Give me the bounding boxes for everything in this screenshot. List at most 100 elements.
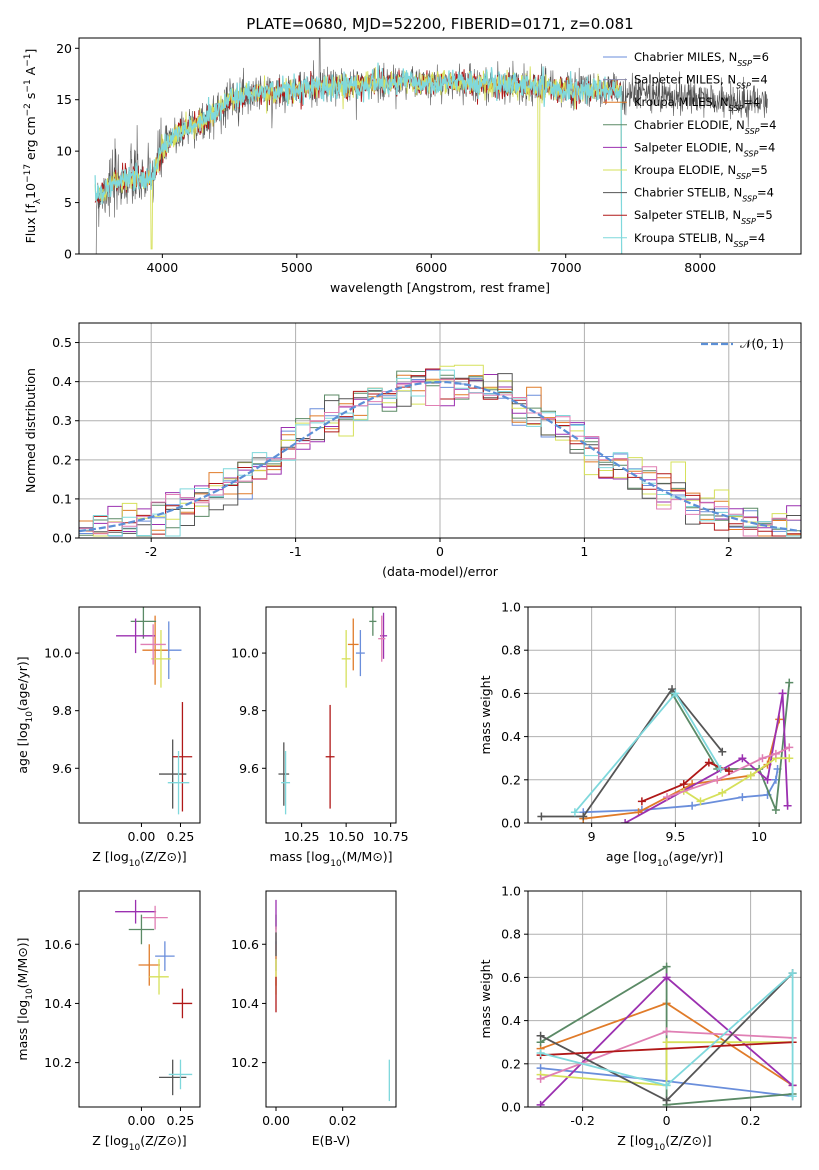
label-text: mass weight [478,959,493,1038]
weight-point-marker [662,1081,671,1090]
residual-histogram-panel: -2 -1 0 1 2 0.0 0.1 0.2 0.3 0.4 0.5 (data-model)/er… [23,322,802,579]
legend-tail: =4 [743,95,760,109]
legend-text: Chabrier ELODIE, N [634,118,745,132]
data-point [130,607,157,639]
y-tick-label: 9.6 [52,761,72,776]
histogram-step-series [79,373,801,537]
plot-area [536,962,797,1107]
legend-label: Chabrier MILES, NSSP=6 [634,50,769,68]
x-axis-label: wavelength [Angstrom, rest frame] [330,280,550,295]
x-tick-label: 2 [725,544,733,559]
data-point [155,941,175,971]
weight-point-marker [662,1038,671,1047]
model-spectrum-line [94,62,623,254]
y-tick-label: 9.8 [239,703,259,718]
weight-point-marker [785,754,794,763]
figure-title: PLATE=0680, MJD=52200, FIBERID=0171, z=0… [246,15,633,33]
weight-point-marker [788,969,797,978]
label-text: (M/M⊙)] [342,849,393,864]
data-point [378,615,386,662]
x-tick-label: -2 [145,544,157,559]
log-text: log [638,849,657,864]
plot-area [275,899,390,1102]
x-tick-label: 8000 [684,260,716,275]
data-point [142,615,168,685]
weight-point-marker [536,1100,545,1107]
label-part: s [23,93,38,104]
legend-tail: =4 [751,73,768,87]
data-point [159,739,187,809]
mass-weight-vs-metallicity-panel: -0.2 0 0.2 0.0 0.2 0.4 0.6 0.8 1.0 Z [log10(Z/Z⊙)… [478,884,802,1153]
y-tick-label: 0.4 [501,1013,521,1028]
weight-point-marker [537,812,546,821]
legend-label: Kroupa MILES, NSSP=4 [634,95,760,113]
y-tick-label: 9.8 [52,703,72,718]
y-tick-label: 10.0 [44,646,72,661]
legend-text: Salpeter STELIB, N [634,208,741,222]
x-axis-label: Z [log10(Z/Z⊙)] [617,1133,711,1153]
label-text: Z [ [617,1133,634,1148]
weight-point-marker [536,1049,545,1057]
weight-series-line [540,1041,793,1057]
x-tick-label: 9.5 [665,829,685,844]
label-text: Z [ [92,849,109,864]
y-tick-label: 10.6 [44,937,72,952]
legend-tail: =4 [758,140,775,154]
data-point [168,1059,193,1090]
spectrum-panel: 4000 5000 6000 7000 8000 0 5 10 15 20 wavelength [… [23,37,802,295]
y-tick-label: 0.2 [52,452,72,467]
weight-point-marker [662,973,671,982]
weight-series-line [583,719,781,820]
x-tick-label: 5000 [281,260,313,275]
age-vs-metallicity-panel: 0.00 0.259.69.810.0Z [log10(Z/Z⊙)]age [lo… [15,606,201,869]
label-part: −2 [23,103,33,116]
legend-label: Salpeter STELIB, NSSP=5 [634,208,773,226]
age-vs-mass-panel: 10.25 10.50 10.75 9.6 9.8 10.0 mass [log10(M/M… [231,606,409,869]
legend-tail: =6 [752,50,769,64]
y-tick-label: 10.4 [44,996,72,1011]
x-tick-label: 0.00 [128,1113,156,1128]
x-axis-label: age [log10(age/yr)] [606,849,723,869]
legend-tail: =5 [756,208,773,222]
x-tick-label: 0.25 [167,829,195,844]
y-tick-label: 1.0 [501,884,521,899]
legend-subscript: SSP [742,194,757,203]
log-text: log [15,1000,30,1019]
weight-series-line [574,691,722,813]
y-tick-label: 0.8 [501,927,521,942]
y-tick-label: 10.6 [231,937,259,952]
weight-point-marker [785,743,794,752]
legend-text: Kroupa ELODIE, N [634,163,736,177]
mass-vs-reddening-panel: 0.00 0.02 10.2 10.4 10.6 E(B-V) [231,890,397,1148]
x-tick-label: 0.25 [167,1113,195,1128]
x-tick-label: 6000 [415,260,447,275]
x-tick-label: -1 [289,544,301,559]
x-tick-label: 4000 [146,260,178,275]
histogram-step-series [79,368,801,537]
legend-subscript: SSP [741,217,756,226]
x-tick-label: 10.25 [284,829,320,844]
data-point [172,988,193,1019]
plot-area [115,899,193,1096]
weight-point-marker [662,1027,671,1036]
data-point [116,618,156,654]
data-point [140,624,166,665]
weight-point-marker [771,806,780,815]
label-text: (Z/Z⊙)] [140,849,186,864]
label-text: mass [ [15,1019,30,1061]
label-text: age [ [606,849,638,864]
log-subscript: 10 [129,859,141,869]
y-tick-label: 0.0 [52,531,72,546]
axes-frame [265,890,397,1108]
y-tick-label: 15 [56,92,72,107]
label-part: 10 [23,183,38,199]
label-text: wavelength [Angstrom, rest frame] [330,280,550,295]
weight-point-marker [738,793,747,802]
x-axis-label: Z [log10(Z/Z⊙)] [92,1133,186,1153]
label-text: (age/yr)] [15,656,30,711]
data-point [281,751,291,815]
weight-point-marker [637,797,646,806]
label-part: −17 [23,164,33,183]
log-text: log [635,1133,654,1148]
